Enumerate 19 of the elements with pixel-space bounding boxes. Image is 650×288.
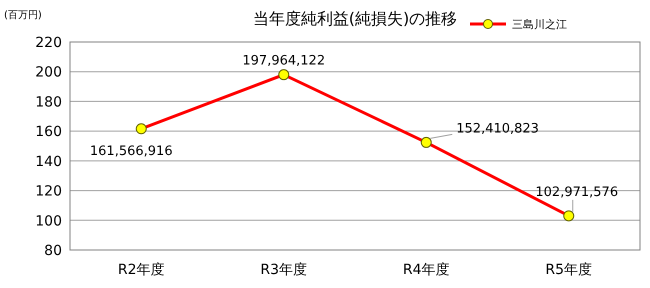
y-tick-label: 100 — [35, 213, 62, 230]
y-tick-label: 220 — [35, 35, 62, 51]
y-axis-title: (百万円) — [4, 10, 42, 21]
y-tick-label: 180 — [35, 94, 62, 110]
y-tick-label: 200 — [35, 64, 62, 81]
x-tick-label: R2年度 — [118, 262, 165, 278]
x-tick-label: R3年度 — [260, 262, 308, 278]
y-tick-label: 80 — [44, 243, 62, 259]
chart-title: 当年度純利益(純損失)の推移 — [252, 9, 458, 28]
legend-label: 三島川之江 — [512, 18, 567, 31]
annotation: 161,566,916 — [90, 144, 173, 159]
x-tick-label: R4年度 — [402, 262, 450, 278]
y-tick-label: 160 — [35, 124, 62, 140]
annotation: 102,971,576 — [535, 184, 618, 200]
annotation: 152,410,823 — [456, 121, 539, 136]
annotation: 197,964,122 — [242, 54, 326, 69]
x-tick-label: R5年度 — [545, 262, 592, 278]
y-tick-label: 120 — [35, 184, 62, 200]
y-tick-label: 140 — [35, 154, 62, 170]
